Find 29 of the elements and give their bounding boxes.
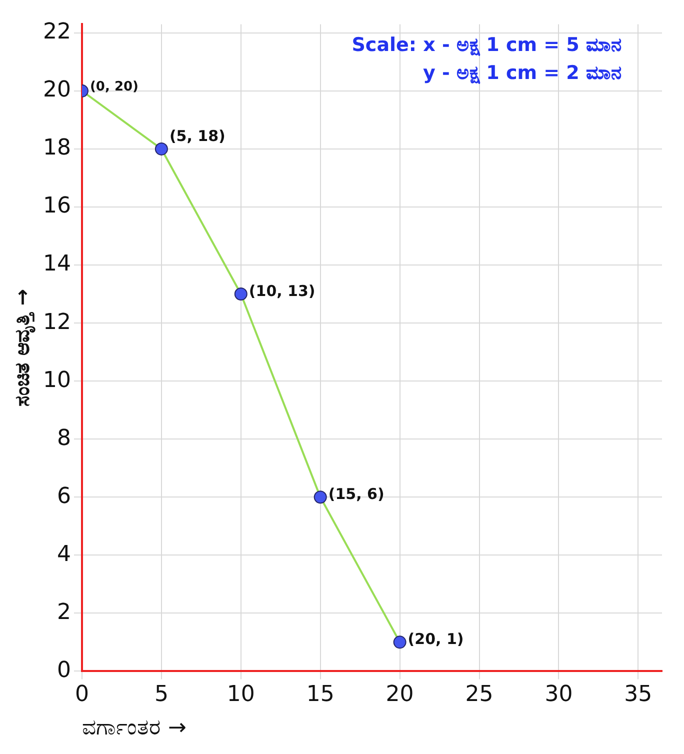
y-tick-label: 22 xyxy=(42,20,71,45)
data-label: (15, 6) xyxy=(328,485,384,504)
x-tick-label: 5 xyxy=(154,682,168,708)
data-label: (10, 13) xyxy=(248,282,316,300)
x-tick-label: 30 xyxy=(544,682,573,708)
y-tick-label: 14 xyxy=(42,252,71,277)
y-tick-label: 6 xyxy=(56,484,71,509)
text: y - ಅಕ್ಷ 1 cm = 2 ಮಾನ xyxy=(423,62,622,84)
x-tick-label: 25 xyxy=(465,682,494,708)
x-axis-title: ವರ್ಗಾಂತರ → xyxy=(82,716,186,741)
y-tick-label: 16 xyxy=(42,194,71,219)
text: Scale: x - ಅಕ್ಷ 1 cm = 5 ಮಾನ xyxy=(352,34,622,56)
x-tick-label: 35 xyxy=(624,682,652,708)
y-tick-label: 4 xyxy=(56,542,71,567)
x-tick-label: 15 xyxy=(306,682,334,708)
y-tick-label: 10 xyxy=(42,368,71,393)
y-tick-label: 0 xyxy=(56,658,71,683)
y-tick-label: 2 xyxy=(56,600,71,625)
x-tick-label: 20 xyxy=(386,682,414,708)
x-tick-label: 10 xyxy=(226,682,255,708)
y-axis-title: ಸಂಚಿತ ಆವೃತ್ತಿ → xyxy=(10,288,36,407)
data-label: (5, 18) xyxy=(169,126,226,145)
y-tick-label: 12 xyxy=(42,310,71,335)
data-label: (0, 20) xyxy=(90,79,138,94)
y-tick-label: 20 xyxy=(42,78,71,103)
y-tick-label: 8 xyxy=(56,426,71,451)
y-tick-label: 18 xyxy=(42,136,71,161)
data-label: (20, 1) xyxy=(408,630,464,648)
x-tick-label: 0 xyxy=(74,682,89,708)
